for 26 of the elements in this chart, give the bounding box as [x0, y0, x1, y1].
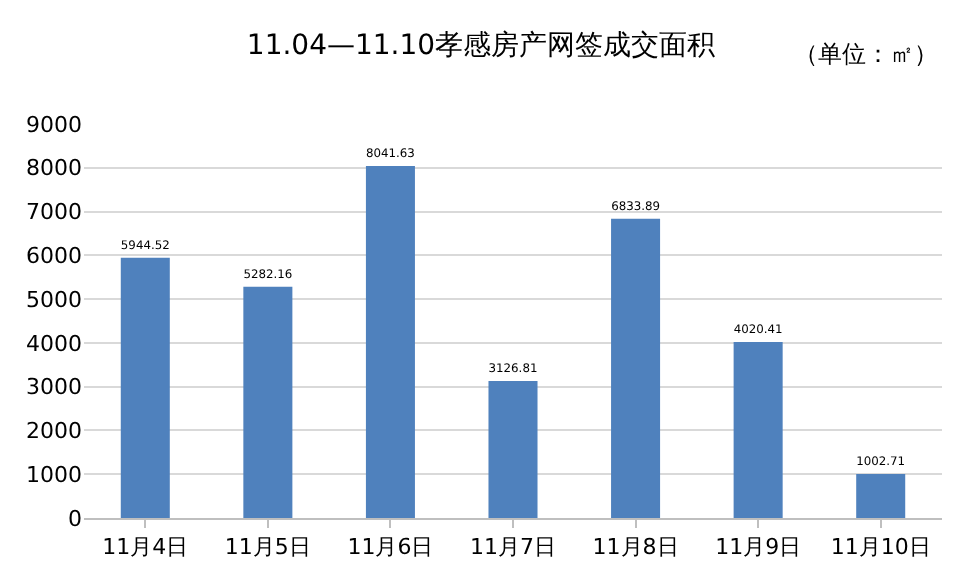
x-tick-label: 11月5日: [224, 534, 311, 561]
bar: [243, 286, 293, 518]
y-tick-label: 6000: [26, 243, 82, 270]
bar: [120, 257, 170, 518]
y-tick-label: 1000: [26, 461, 82, 488]
y-tick-label: 4000: [26, 330, 82, 357]
chart-title: 11.04—11.10孝感房产网签成交面积: [246, 30, 716, 63]
y-tick-label: 7000: [26, 199, 82, 226]
y-tick-label: 8000: [26, 155, 82, 182]
bar: [856, 474, 906, 518]
x-tick-label: 11月7日: [470, 534, 556, 561]
chart-subtitle: （单位：㎡）: [794, 40, 938, 68]
y-tick-label: 0: [68, 505, 82, 532]
x-tick-label: 11月6日: [347, 534, 434, 561]
y-tick-label: 5000: [26, 286, 82, 313]
x-tick-label: 11月10日: [830, 534, 931, 561]
y-tick-label: 9000: [26, 111, 82, 138]
y-tick-label: 2000: [26, 418, 82, 445]
x-tick-label: 11月9日: [715, 534, 802, 561]
y-tick-label: 3000: [26, 374, 82, 401]
bar: [365, 165, 415, 518]
x-tick-label: 11月4日: [102, 534, 189, 561]
bar: [733, 342, 783, 518]
x-tick-label: 11月8日: [592, 534, 679, 561]
bar: [611, 218, 661, 518]
bar: [488, 381, 538, 518]
